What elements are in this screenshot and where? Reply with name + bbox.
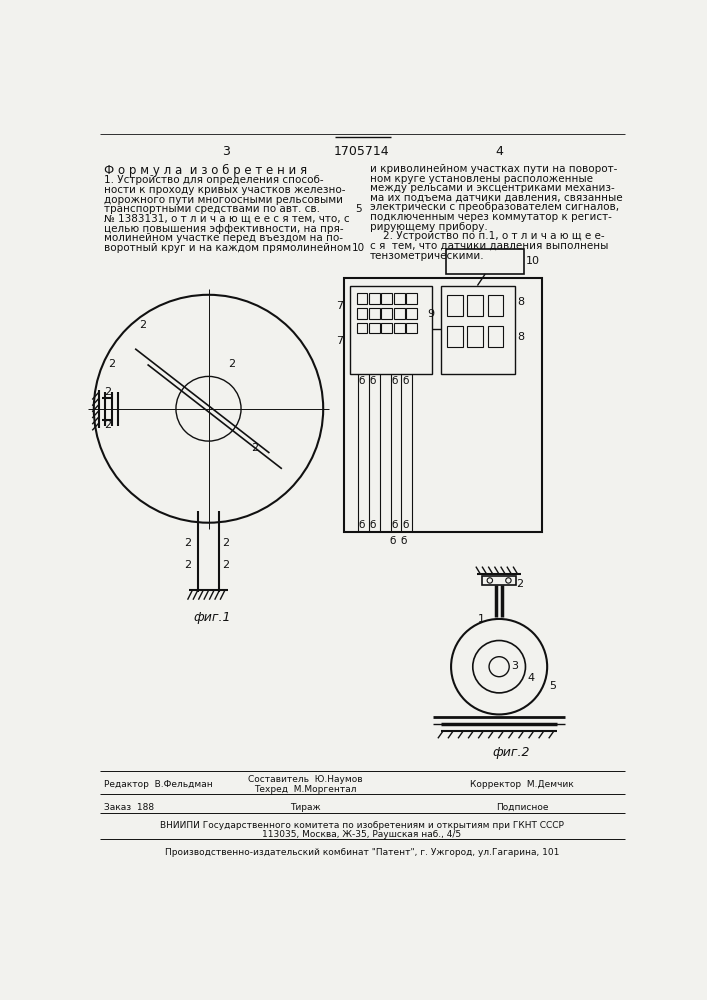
Text: 10: 10 [526,256,540,266]
Bar [394,323,404,333]
Bar [441,286,515,374]
Text: с я  тем, что датчики давления выполнены: с я тем, что датчики давления выполнены [370,241,608,251]
Bar [446,249,524,274]
Bar [381,323,392,333]
Text: 1: 1 [477,614,484,624]
Bar [448,326,462,347]
Text: 7: 7 [337,336,344,346]
Text: Корректор  М.Демчик: Корректор М.Демчик [470,780,574,789]
Text: 5: 5 [549,681,556,691]
Text: б: б [401,536,407,546]
Text: б: б [359,376,366,386]
Text: ности к проходу кривых участков железно-: ности к проходу кривых участков железно- [104,185,346,195]
Text: 113035, Москва, Ж-35, Раушская наб., 4/5: 113035, Москва, Ж-35, Раушская наб., 4/5 [262,830,462,839]
Bar [406,308,417,319]
Text: рирующему прибору.: рирующему прибору. [370,222,487,232]
Text: Редактор  В.Фельдман: Редактор В.Фельдман [104,780,213,789]
Bar [356,308,368,319]
Text: тензометрическими.: тензометрическими. [370,251,484,261]
Text: 2: 2 [228,359,235,369]
Text: Тираж: Тираж [290,803,321,812]
Bar [394,308,404,319]
Text: 2: 2 [516,579,523,589]
Text: б: б [392,520,398,530]
Text: 10: 10 [351,243,365,253]
Text: б: б [370,520,376,530]
Bar [381,308,392,319]
Text: 2: 2 [184,560,191,570]
Text: 1. Устройство для определения способ-: 1. Устройство для определения способ- [104,175,324,185]
Text: Подписное: Подписное [496,803,549,812]
Text: 2: 2 [107,359,115,369]
Text: 2: 2 [222,560,229,570]
Bar [488,326,503,347]
Bar [482,576,516,585]
Text: № 1383131, о т л и ч а ю щ е е с я тем, что, с: № 1383131, о т л и ч а ю щ е е с я тем, … [104,214,349,224]
Bar [467,295,483,316]
Text: 4: 4 [528,673,535,683]
Bar [344,278,542,532]
Bar [394,293,404,304]
Text: Производственно-издательский комбинат "Патент", г. Ужгород, ул.Гагарина, 101: Производственно-издательский комбинат "П… [165,848,559,857]
Text: ВНИИПИ Государственного комитета по изобретениям и открытиям при ГКНТ СССР: ВНИИПИ Государственного комитета по изоб… [160,821,564,830]
Text: б: б [402,520,409,530]
Text: Заказ  188: Заказ 188 [104,803,154,812]
Bar [356,293,368,304]
Text: 3: 3 [512,661,518,671]
Bar [467,326,483,347]
Text: Составитель  Ю.Наумов: Составитель Ю.Наумов [248,775,363,784]
Text: 2: 2 [139,320,146,330]
Text: 5: 5 [355,204,361,214]
Text: 2: 2 [104,387,111,397]
Text: 1705714: 1705714 [334,145,390,158]
Text: 2: 2 [104,420,111,430]
Text: 9: 9 [427,309,434,319]
Text: ном круге установлены расположенные: ном круге установлены расположенные [370,174,592,184]
Text: 2: 2 [222,538,229,548]
Text: 8: 8 [517,332,524,342]
Text: дорожного пути многоосными рельсовыми: дорожного пути многоосными рельсовыми [104,195,343,205]
Text: фиг.1: фиг.1 [194,611,231,624]
Bar [381,293,392,304]
Text: и криволинейном участках пути на поворот-: и криволинейном участках пути на поворот… [370,164,617,174]
Text: подключенным через коммутатор к регист-: подключенным через коммутатор к регист- [370,212,612,222]
Bar [369,308,380,319]
Bar [369,293,380,304]
Text: 2. Устройство по п.1, о т л и ч а ю щ е е-: 2. Устройство по п.1, о т л и ч а ю щ е … [370,231,604,241]
Text: Техред  М.Моргентал: Техред М.Моргентал [254,785,356,794]
Bar [356,323,368,333]
Text: 2: 2 [184,538,191,548]
Text: 3: 3 [221,145,230,158]
Bar [448,295,462,316]
Text: 8: 8 [517,297,524,307]
Bar [406,323,417,333]
Text: 4: 4 [495,145,503,158]
Text: б: б [402,376,409,386]
Text: электрически с преобразователем сигналов,: электрически с преобразователем сигналов… [370,202,619,212]
Text: воротный круг и на каждом прямолинейном: воротный круг и на каждом прямолинейном [104,243,351,253]
Text: между рельсами и эксцентриками механиз-: между рельсами и эксцентриками механиз- [370,183,614,193]
Bar [351,286,432,374]
Text: б: б [370,376,376,386]
Text: молинейном участке перед въездом на по-: молинейном участке перед въездом на по- [104,233,343,243]
Text: б: б [389,536,395,546]
Text: транспортными средствами по авт. св.: транспортными средствами по авт. св. [104,204,320,214]
Text: 7: 7 [337,301,344,311]
Text: ма их подъема датчики давления, связанные: ма их подъема датчики давления, связанны… [370,193,622,203]
Text: фиг.2: фиг.2 [492,746,530,759]
Text: целью повышения эффективности, на пря-: целью повышения эффективности, на пря- [104,224,344,234]
Text: 2: 2 [251,443,258,453]
Bar [369,323,380,333]
Text: б: б [392,376,398,386]
Bar [406,293,417,304]
Text: Ф о р м у л а  и з о б р е т е н и я: Ф о р м у л а и з о б р е т е н и я [104,164,307,177]
Bar [488,295,503,316]
Text: б: б [359,520,366,530]
